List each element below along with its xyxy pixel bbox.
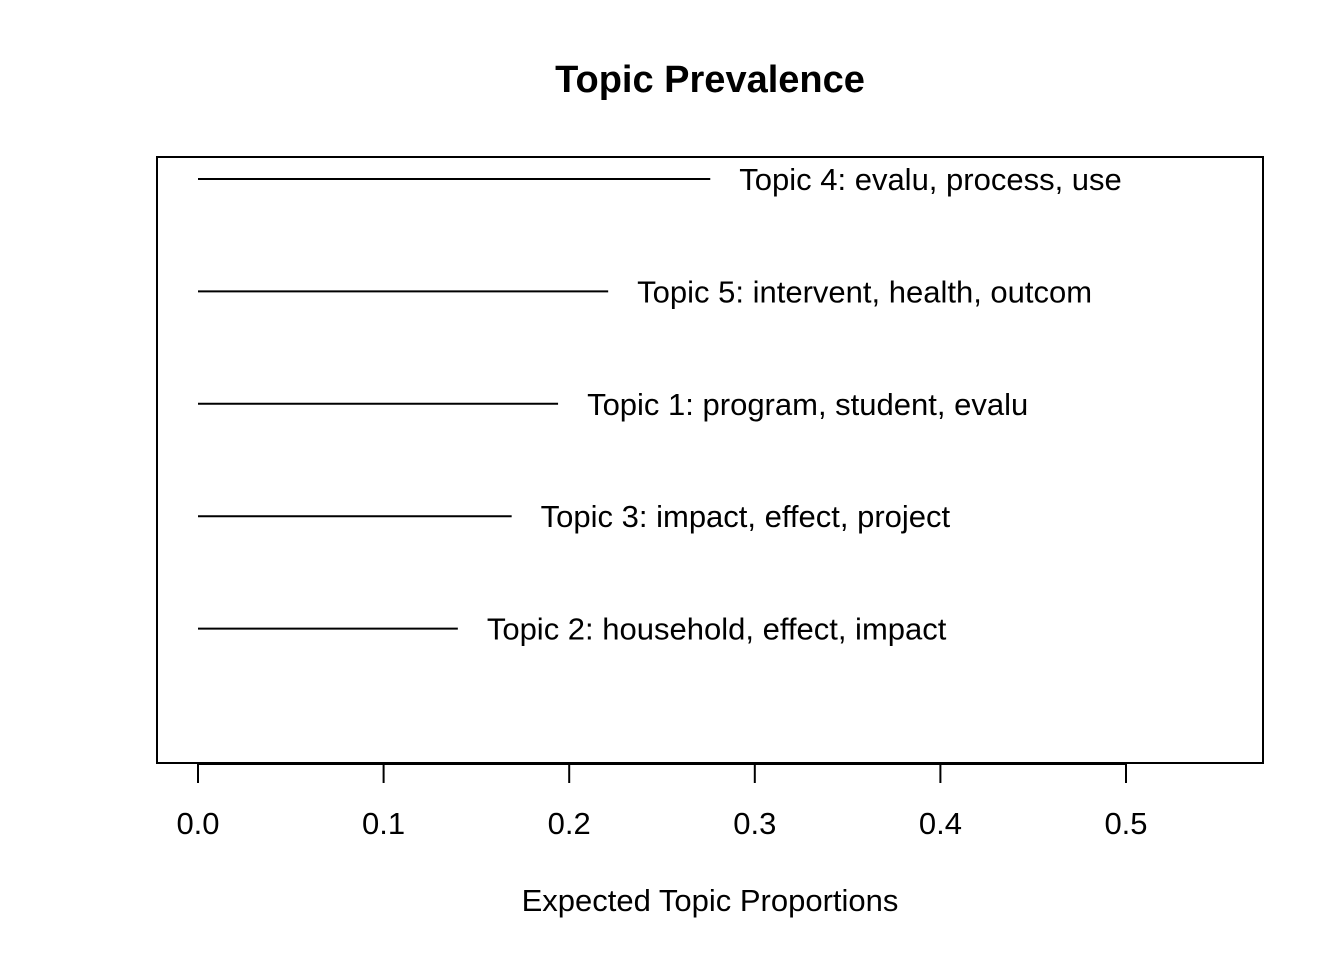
- topic-label: Topic 1: program, student, evalu: [587, 387, 1028, 422]
- chart-title: Topic Prevalence: [555, 59, 865, 101]
- topic-label: Topic 4: evalu, process, use: [739, 162, 1122, 197]
- topic-lines: Topic 4: evalu, process, use Topic 5: int…: [198, 162, 1122, 647]
- topic-label: Topic 3: impact, effect, project: [541, 499, 951, 534]
- x-tick-label: 0.1: [362, 806, 405, 841]
- plot-area: [156, 156, 1264, 764]
- topic-label: Topic 5: intervent, health, outcom: [637, 274, 1092, 309]
- x-tick-label: 0.3: [733, 806, 776, 841]
- x-tick-label: 0.4: [919, 806, 962, 841]
- x-tick-label: 0.0: [176, 806, 219, 841]
- x-tick-label: 0.2: [548, 806, 591, 841]
- x-axis-label: Expected Topic Proportions: [522, 883, 899, 918]
- topic-label: Topic 2: household, effect, impact: [487, 612, 947, 647]
- x-axis-ticks: 0.0 0.1 0.2 0.3 0.4 0.5: [176, 764, 1148, 841]
- x-tick-label: 0.5: [1104, 806, 1147, 841]
